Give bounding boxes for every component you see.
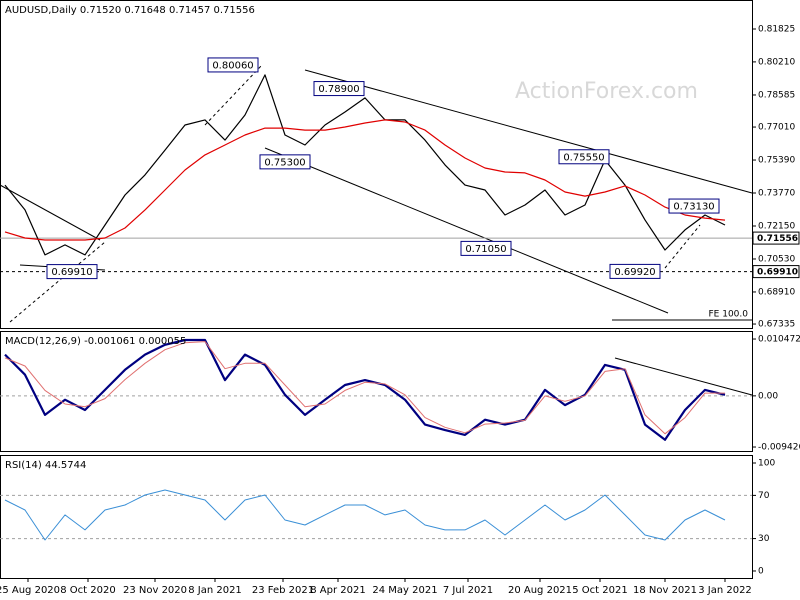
x-tick-label: 7 Jul 2021 xyxy=(443,585,493,596)
trend-lines xyxy=(0,64,753,396)
price-label-box xyxy=(752,265,800,279)
annotation-label: 0.75300 xyxy=(264,157,305,168)
x-tick-label: 24 May 2021 xyxy=(372,585,437,596)
annotation-label: 0.71050 xyxy=(465,244,506,255)
x-tick-label: 3 Jan 2022 xyxy=(698,585,752,596)
annotation-box xyxy=(460,240,512,256)
y-tick-label: -0.009426 xyxy=(758,443,800,453)
y-tick-label: 0.75390 xyxy=(758,156,795,166)
y-tick-label: 0.010472 xyxy=(758,335,800,345)
panel-title: AUDUSD,Daily 0.71520 0.71648 0.71457 0.7… xyxy=(5,5,255,16)
trend-line xyxy=(264,147,669,314)
x-tick-label: 8 Jan 2021 xyxy=(188,585,242,596)
annotation-label: 0.69910 xyxy=(51,267,92,278)
trend-line xyxy=(304,69,753,194)
panel-title: MACD(12,26,9) -0.001061 0.000055 xyxy=(5,336,186,347)
watermark: ActionForex.com xyxy=(515,79,698,104)
price-label: 0.69910 xyxy=(757,268,798,278)
trend-line xyxy=(0,184,101,241)
x-tick-label: 23 Feb 2021 xyxy=(252,585,314,596)
x-tick-label: 23 Nov 2020 xyxy=(123,585,187,596)
series-line xyxy=(4,341,725,435)
panel-border xyxy=(0,455,753,579)
x-tick-label: 5 Oct 2021 xyxy=(572,585,627,596)
panel-border xyxy=(0,0,753,329)
annotation-box xyxy=(259,154,311,170)
annotation-label: 0.69920 xyxy=(614,267,655,278)
y-tick-label: 0.70530 xyxy=(758,254,795,264)
fe-label: FE 100.0 xyxy=(709,310,749,320)
annotation-label: 0.73130 xyxy=(673,202,714,213)
annotation-box xyxy=(207,57,259,73)
panel-title: RSI(14) 44.5744 xyxy=(5,460,86,471)
y-tick-label: 0.00 xyxy=(758,391,778,401)
price-label-box xyxy=(752,231,800,245)
annotation-box xyxy=(609,263,661,279)
x-tick-label: 8 Apr 2021 xyxy=(310,585,365,596)
x-tick-label: 18 Nov 2021 xyxy=(633,585,697,596)
trend-line xyxy=(204,64,263,126)
y-tick-label: 0.77010 xyxy=(758,123,795,133)
trend-line xyxy=(9,241,106,323)
y-tick-label: 30 xyxy=(758,534,770,544)
annotation-box xyxy=(668,198,720,214)
y-tick-label: 0.78585 xyxy=(758,90,795,100)
trend-line xyxy=(614,357,753,396)
y-tick-label: 0 xyxy=(758,566,764,576)
x-tick-label: 8 Oct 2020 xyxy=(60,585,115,596)
series-line xyxy=(4,489,726,541)
x-tick-label: 20 Aug 2021 xyxy=(508,585,572,596)
annotation-box xyxy=(558,149,610,165)
annotation-label: 0.80060 xyxy=(212,60,253,71)
y-tick-label: 0.73770 xyxy=(758,189,795,199)
series-line xyxy=(4,338,726,441)
price-label: 0.71556 xyxy=(757,234,798,244)
y-tick-label: 0.81825 xyxy=(758,25,795,35)
annotation-label: 0.78900 xyxy=(318,84,359,95)
y-tick-label: 0.72150 xyxy=(758,221,795,231)
annotation-label: 0.75550 xyxy=(563,152,604,163)
annotation-box xyxy=(313,81,365,97)
y-tick-label: 100 xyxy=(758,458,775,468)
x-tick-label: 25 Aug 2020 xyxy=(0,585,60,596)
panel-border xyxy=(0,331,753,452)
y-tick-label: 70 xyxy=(758,491,770,501)
y-tick-label: 0.68910 xyxy=(758,287,795,297)
y-tick-label: 0.67335 xyxy=(758,320,795,330)
annotation-box xyxy=(46,264,98,280)
y-tick-label: 0.80210 xyxy=(758,57,795,67)
series-line xyxy=(4,119,726,241)
